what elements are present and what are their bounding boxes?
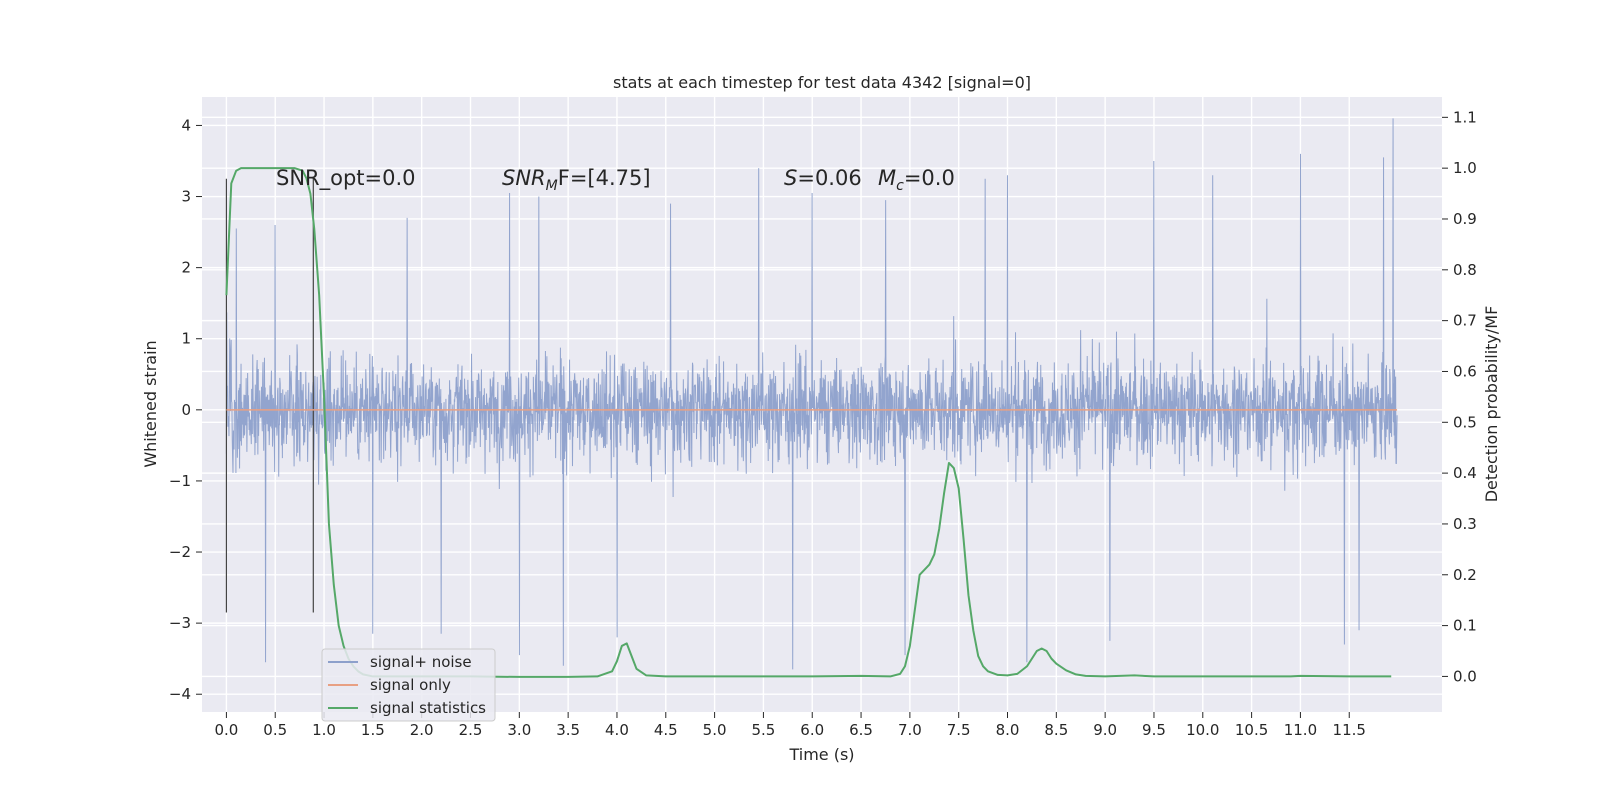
x-tick-label: 10.5: [1235, 721, 1268, 739]
y-left-tick-label: 1: [181, 330, 191, 348]
x-tick-label: 11.5: [1333, 721, 1366, 739]
y-left-tick-label: −3: [169, 614, 191, 632]
x-tick-label: 5.0: [703, 721, 727, 739]
x-axis-label: Time (s): [788, 745, 854, 764]
annotation-snr-opt: SNR_opt=0.0: [276, 166, 416, 191]
y-right-tick-label: 0.3: [1453, 515, 1477, 533]
y-right-tick-label: 0.5: [1453, 413, 1477, 431]
y-right-tick-label: 0.1: [1453, 617, 1477, 635]
y-left-tick-label: 0: [181, 401, 191, 419]
signal-statistics-line: [225, 167, 1392, 678]
y-right-tick-label: 0.2: [1453, 566, 1477, 584]
x-tick-label: 0.0: [214, 721, 238, 739]
y-axis-label-right: Detection probability/MF: [1482, 306, 1501, 503]
axis-ticks: 0.0 0.5 1.0 1.5 2.0 2.5 3.0 3.5 4.0 4.5 5.0 5.5 6.0 6…: [169, 108, 1477, 739]
legend-label-signal-noise: signal+ noise: [370, 653, 472, 671]
y-left-tick-label: −1: [169, 472, 191, 490]
x-tick-label: 1.0: [312, 721, 336, 739]
legend: signal+ noise signal only signal statist…: [321, 648, 496, 722]
x-tick-label: 2.5: [459, 721, 483, 739]
y-left-tick-label: −2: [169, 543, 191, 561]
signal-noise-line: [225, 118, 1398, 670]
annotation-mc-sub: c: [896, 178, 904, 194]
x-tick-label: 5.5: [751, 721, 775, 739]
y-right-tick-label: 0.6: [1453, 362, 1477, 380]
x-tick-label: 1.5: [361, 721, 385, 739]
x-tick-label: 6.0: [800, 721, 824, 739]
annotation-s-symbol: S: [784, 166, 797, 190]
annotation-snr-mf-base: SNR: [502, 166, 546, 190]
x-tick-label: 9.0: [1093, 721, 1117, 739]
x-tick-label: 11.0: [1284, 721, 1317, 739]
y-right-tick-label: 0.0: [1453, 667, 1477, 685]
annotation-snr-mf-sub: M: [546, 178, 558, 194]
legend-label-signal-statistics: signal statistics: [370, 699, 486, 717]
y-axis-label-left: Whitened strain: [141, 340, 160, 467]
annotation-mc-base: M: [878, 166, 896, 190]
line-series: [225, 167, 1398, 678]
annotation-snr-mf-rest: F=[4.75]: [558, 166, 651, 190]
x-tick-label: 0.5: [263, 721, 287, 739]
legend-box: [321, 648, 496, 722]
x-tick-label: 4.0: [605, 721, 629, 739]
x-tick-label: 9.5: [1142, 721, 1166, 739]
signal-noise-series: [225, 118, 1398, 670]
x-tick-label: 7.5: [947, 721, 971, 739]
annotation-s-number: =0.06: [797, 166, 861, 190]
legend-label-signal-only: signal only: [370, 676, 451, 694]
chart-title: stats at each timestep for test data 434…: [613, 73, 1031, 92]
y-right-tick-label: 0.9: [1453, 210, 1477, 228]
x-tick-label: 10.0: [1186, 721, 1219, 739]
y-right-tick-label: 0.7: [1453, 312, 1477, 330]
x-tick-label: 7.0: [898, 721, 922, 739]
annotation-s-value: S=0.06: [784, 166, 862, 190]
y-left-tick-label: 4: [181, 116, 191, 134]
y-left-tick-label: 2: [181, 259, 191, 277]
x-tick-label: 8.5: [1044, 721, 1068, 739]
vertical-markers: [225, 178, 314, 613]
annotation-snr-mf: SNRMF=[4.75]: [502, 166, 651, 194]
x-tick-label: 2.0: [410, 721, 434, 739]
y-right-tick-label: 1.1: [1453, 108, 1477, 126]
x-tick-label: 8.0: [996, 721, 1020, 739]
y-right-tick-label: 1.0: [1453, 159, 1477, 177]
y-left-tick-label: 3: [181, 188, 191, 206]
x-tick-label: 3.5: [556, 721, 580, 739]
x-tick-label: 4.5: [654, 721, 678, 739]
y-right-tick-label: 0.8: [1453, 261, 1477, 279]
y-right-tick-label: 0.4: [1453, 464, 1477, 482]
annotation-mc-value: Mc=0.0: [878, 166, 955, 194]
x-tick-label: 3.0: [507, 721, 531, 739]
x-tick-label: 6.5: [849, 721, 873, 739]
annotations: SNR_opt=0.0 SNRMF=[4.75] S=0.06 Mc=0.0: [276, 166, 955, 194]
annotation-mc-number: =0.0: [904, 166, 955, 190]
y-left-tick-label: −4: [169, 685, 191, 703]
